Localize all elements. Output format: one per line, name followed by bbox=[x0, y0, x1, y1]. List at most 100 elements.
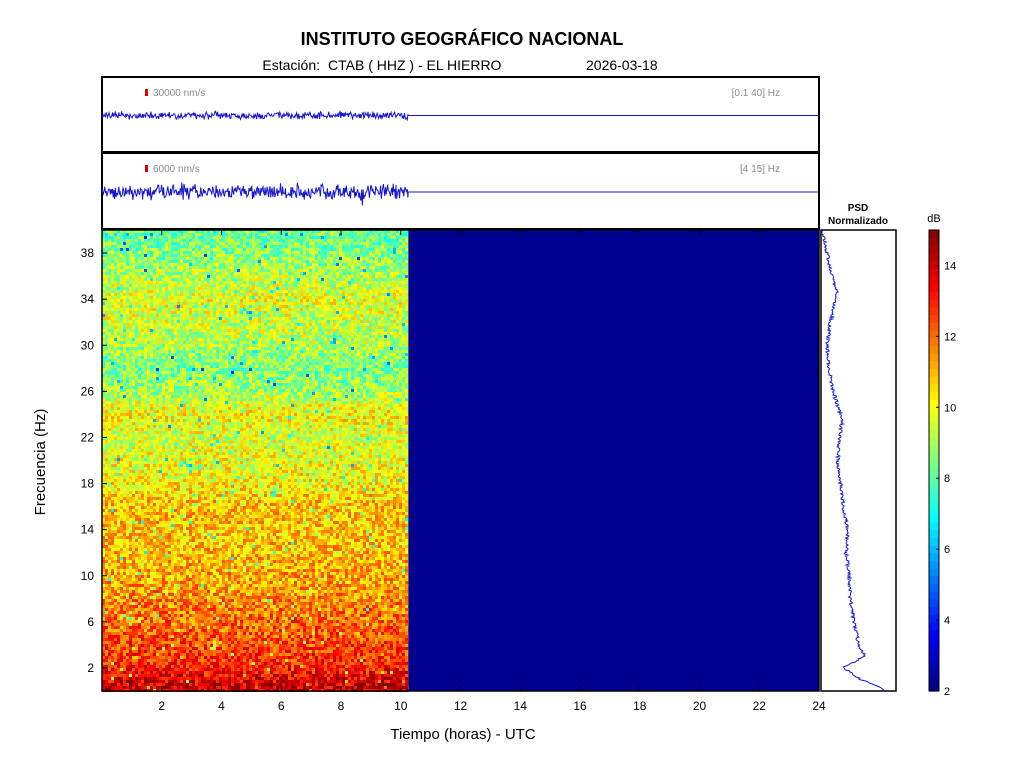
spectrogram-cell bbox=[189, 278, 192, 281]
spectrogram-cell bbox=[192, 272, 195, 275]
spectrogram-cell bbox=[168, 362, 171, 365]
spectrogram-cell bbox=[177, 332, 180, 335]
spectrogram-cell bbox=[243, 293, 246, 296]
spectrogram-cell bbox=[312, 296, 315, 299]
spectrogram-cell bbox=[288, 275, 291, 278]
spectrogram-cell bbox=[141, 287, 144, 290]
spectrogram-cell bbox=[144, 353, 147, 356]
spectrogram-cell bbox=[144, 320, 147, 323]
trace-scale-label: 6000 nm/s bbox=[153, 164, 200, 175]
spectrogram-cell bbox=[135, 332, 138, 335]
spectrogram-cell bbox=[201, 371, 204, 374]
spectrogram-cell bbox=[234, 230, 237, 233]
spectrogram-cell bbox=[306, 293, 309, 296]
spectrogram-cell bbox=[186, 335, 189, 338]
spectrogram-cell bbox=[339, 251, 342, 254]
spectrogram-cell bbox=[246, 311, 249, 314]
spectrogram-cell bbox=[330, 245, 333, 248]
spectrogram-cell bbox=[351, 347, 354, 350]
spectrogram-cell bbox=[189, 308, 192, 311]
spectrogram-cell bbox=[165, 332, 168, 335]
spectrogram-cell bbox=[219, 296, 222, 299]
spectrogram-cell bbox=[246, 323, 249, 326]
spectrogram-cell bbox=[198, 230, 201, 233]
spectrogram-cell bbox=[300, 347, 303, 350]
spectrogram-cell bbox=[372, 257, 375, 260]
spectrogram-cell bbox=[405, 242, 408, 245]
spectrogram-cell bbox=[405, 239, 408, 242]
spectrogram-cell bbox=[126, 338, 129, 341]
spectrogram-cell bbox=[222, 368, 225, 371]
spectrogram-cell bbox=[135, 245, 138, 248]
spectrogram-cell bbox=[327, 242, 330, 245]
spectrogram-cell bbox=[105, 296, 108, 299]
spectrogram-cell bbox=[183, 248, 186, 251]
spectrogram-cell bbox=[261, 326, 264, 329]
spectrogram-cell bbox=[192, 236, 195, 239]
spectrogram-cell bbox=[384, 242, 387, 245]
spectrogram-cell bbox=[150, 344, 153, 347]
spectrogram-cell bbox=[387, 320, 390, 323]
spectrogram-cell bbox=[240, 290, 243, 293]
spectrogram-cell bbox=[321, 344, 324, 347]
spectrogram-cell bbox=[285, 359, 288, 362]
spectrogram-cell bbox=[303, 245, 306, 248]
spectrogram-cell bbox=[204, 245, 207, 248]
spectrogram-cell bbox=[327, 362, 330, 365]
spectrogram-cell bbox=[327, 356, 330, 359]
spectrogram-cell bbox=[141, 317, 144, 320]
spectrogram-cell bbox=[219, 338, 222, 341]
spectrogram-cell bbox=[102, 245, 105, 248]
spectrogram-cell bbox=[186, 371, 189, 374]
spectrogram-cell bbox=[126, 284, 129, 287]
spectrogram-cell bbox=[243, 287, 246, 290]
spectrogram-cell bbox=[159, 302, 162, 305]
spectrogram-cell bbox=[294, 296, 297, 299]
spectrogram-cell bbox=[378, 359, 381, 362]
spectrogram-cell bbox=[264, 323, 267, 326]
spectrogram-cell bbox=[258, 263, 261, 266]
spectrogram-cell bbox=[165, 302, 168, 305]
spectrogram-cell bbox=[312, 248, 315, 251]
spectrogram-cell bbox=[261, 317, 264, 320]
spectrogram-cell bbox=[201, 362, 204, 365]
spectrogram-cell bbox=[273, 344, 276, 347]
spectrogram-cell bbox=[189, 290, 192, 293]
spectrogram-cell bbox=[207, 278, 210, 281]
spectrogram-cell bbox=[249, 311, 252, 314]
spectrogram-cell bbox=[363, 332, 366, 335]
spectrogram-cell bbox=[327, 323, 330, 326]
spectrogram-cell bbox=[183, 242, 186, 245]
spectrogram-cell bbox=[120, 323, 123, 326]
spectrogram-cell bbox=[192, 251, 195, 254]
spectrogram-cell bbox=[300, 368, 303, 371]
spectrogram-cell bbox=[396, 365, 399, 368]
spectrogram-cell bbox=[402, 299, 405, 302]
spectrogram-cell bbox=[159, 290, 162, 293]
spectrogram-cell bbox=[306, 236, 309, 239]
spectrogram-cell bbox=[375, 260, 378, 263]
spectrogram-cell bbox=[228, 353, 231, 356]
spectrogram-cell bbox=[273, 248, 276, 251]
spectrogram-cell bbox=[282, 233, 285, 236]
spectrogram-cell bbox=[318, 359, 321, 362]
spectrogram-cell bbox=[174, 329, 177, 332]
spectrogram-cell bbox=[105, 347, 108, 350]
spectrogram-cell bbox=[393, 248, 396, 251]
spectrogram-cell bbox=[249, 257, 252, 260]
spectrogram-cell bbox=[294, 245, 297, 248]
spectrogram-cell bbox=[276, 293, 279, 296]
spectrogram-cell bbox=[390, 362, 393, 365]
spectrogram-cell bbox=[153, 233, 156, 236]
spectrogram-cell bbox=[315, 239, 318, 242]
trace-panel-1: 30000 nm/s [0.1 40] Hz bbox=[101, 76, 820, 153]
spectrogram-cell bbox=[222, 272, 225, 275]
spectrogram-cell bbox=[264, 365, 267, 368]
spectrogram-cell bbox=[318, 278, 321, 281]
spectrogram-cell bbox=[180, 275, 183, 278]
spectrogram-cell bbox=[123, 260, 126, 263]
spectrogram-cell bbox=[318, 287, 321, 290]
spectrogram-cell bbox=[150, 317, 153, 320]
spectrogram-cell bbox=[378, 251, 381, 254]
spectrogram-cell bbox=[138, 275, 141, 278]
